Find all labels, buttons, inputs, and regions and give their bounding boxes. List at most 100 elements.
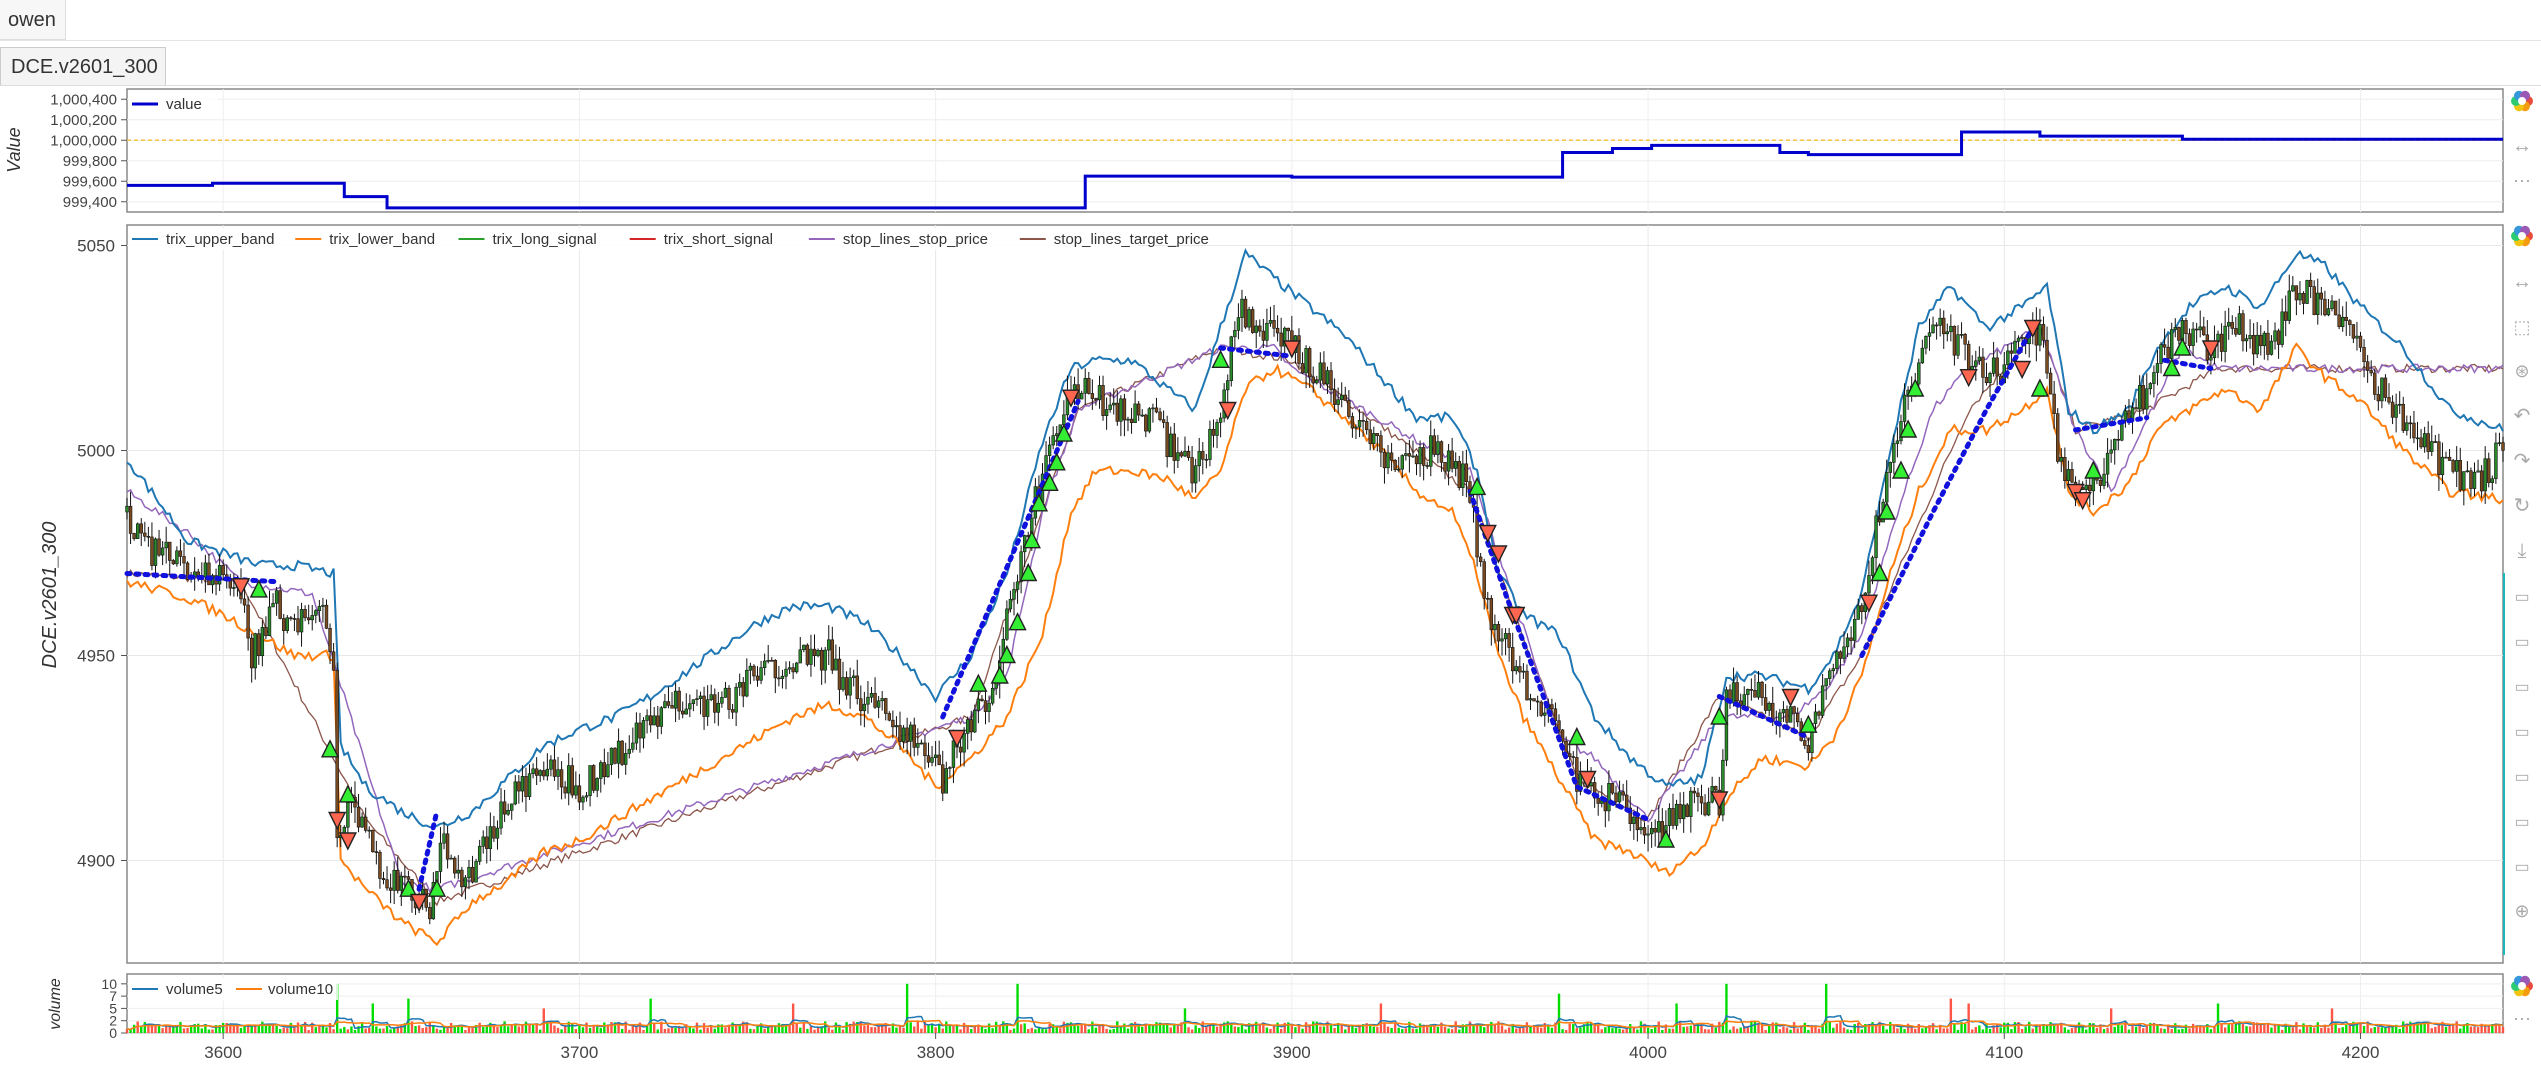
volume-bar: [2462, 1024, 2466, 1033]
candle-body: [1681, 804, 1686, 820]
volume-bar: [1454, 1021, 1457, 1033]
volume-bar: [1564, 1029, 1568, 1033]
candle-body: [392, 869, 396, 891]
candle-body: [1657, 821, 1661, 833]
volume-bar: [596, 1027, 599, 1033]
hover-icon[interactable]: ▭: [2514, 859, 2529, 876]
volume-bar: [232, 1025, 236, 1033]
volume-bar: [428, 1022, 431, 1033]
volume-bar: [759, 1023, 763, 1033]
volume-bar: [2256, 1022, 2259, 1033]
volume-bar: [1443, 1026, 1447, 1033]
candle-body: [698, 695, 703, 699]
volume-bar: [1629, 1023, 1632, 1033]
candle-body: [930, 757, 934, 763]
short-signal-marker: [2073, 492, 2092, 511]
more-icon[interactable]: ⋯: [2513, 1009, 2531, 1029]
candle-body: [716, 702, 721, 713]
candle-body: [2113, 438, 2117, 451]
candle-body: [1361, 420, 1365, 422]
volume-bar: [521, 1024, 524, 1033]
volume-bar: [2295, 1022, 2298, 1033]
volume-bar: [2031, 1028, 2034, 1033]
volume-bar: [1479, 1025, 1482, 1033]
volume-bar: [1515, 1028, 1518, 1033]
candle-body: [2063, 457, 2067, 481]
volume-bar: [1458, 1029, 1461, 1033]
volume-bar: [1735, 1028, 1739, 1033]
volume-bar: [681, 1028, 684, 1033]
volume-bar: [2106, 1027, 2109, 1033]
candle-body: [641, 720, 646, 739]
user-tab[interactable]: owen: [0, 0, 66, 40]
hover-icon[interactable]: ▭: [2514, 679, 2529, 696]
save-icon[interactable]: ⤓: [2518, 540, 2527, 562]
candle-body: [1325, 370, 1330, 385]
volume-bar: [1344, 1029, 1347, 1033]
volume-bar: [549, 1022, 553, 1033]
candle-body: [527, 773, 532, 797]
volume-bar: [197, 1023, 200, 1033]
volume-bar: [816, 1027, 820, 1033]
reset-icon[interactable]: ↻: [2514, 495, 2531, 517]
candle-body: [2430, 441, 2434, 452]
volume-bar: [2045, 1025, 2049, 1033]
volume-bar: [1842, 1027, 1846, 1033]
volume10-legend-label: volume10: [268, 981, 333, 998]
volume-bar: [2206, 1024, 2209, 1033]
volume-bar: [991, 1028, 994, 1033]
hover-icon[interactable]: ▭: [2514, 589, 2529, 606]
bokeh-logo-icon[interactable]: [2511, 975, 2533, 997]
volume-bar: [1582, 1024, 1586, 1033]
volume-bar: [524, 1021, 528, 1033]
redo-icon[interactable]: ↷: [2514, 450, 2531, 472]
crosshair-icon[interactable]: ⊕: [2514, 901, 2529, 921]
candle-body: [1514, 666, 1518, 672]
candle-body: [1272, 320, 1276, 329]
volume-bar: [2127, 1029, 2131, 1033]
volume-bar: [2060, 1022, 2063, 1033]
candle-body: [132, 533, 136, 539]
wheel-zoom-icon[interactable]: ⊛: [2514, 361, 2529, 381]
candle-body: [1571, 756, 1575, 758]
volume-bar: [264, 1024, 268, 1033]
candle-body: [1311, 376, 1315, 384]
box-zoom-icon[interactable]: ⬚: [2513, 317, 2530, 337]
pan-icon[interactable]: ↔: [2512, 271, 2532, 293]
candle-body: [139, 523, 143, 534]
long-signal-marker: [2084, 460, 2103, 479]
candle-body: [730, 709, 735, 713]
hover-icon[interactable]: ▭: [2514, 724, 2529, 741]
hover-icon[interactable]: ▭: [2514, 814, 2529, 831]
volume-bar: [1686, 1026, 1689, 1033]
candle-body: [2469, 470, 2473, 489]
volume-bar: [1112, 1028, 1115, 1033]
hover-icon[interactable]: ▭: [2514, 634, 2529, 651]
volume-bar: [2028, 1021, 2031, 1033]
candle-body: [2045, 339, 2049, 374]
volume-bar: [314, 1027, 317, 1033]
more-icon[interactable]: ⋯: [2513, 171, 2531, 191]
pan-icon[interactable]: ↔: [2512, 135, 2532, 157]
symbol-tab[interactable]: DCE.v2601_300: [0, 47, 166, 85]
volume-bar: [567, 1021, 570, 1033]
volume-bar: [2013, 1022, 2017, 1033]
volume-bar: [2391, 1026, 2394, 1033]
candle-body: [741, 682, 745, 697]
volume-bar: [934, 1027, 937, 1033]
candle-body: [2056, 413, 2060, 462]
bokeh-logo-icon[interactable]: [2511, 225, 2533, 247]
candle-body: [606, 764, 610, 778]
undo-icon[interactable]: ↶: [2514, 405, 2531, 427]
candle-body: [534, 768, 539, 776]
volume-bar: [378, 1028, 382, 1033]
volume-bar: [1650, 1029, 1653, 1033]
candle-body: [962, 733, 966, 753]
candle-body: [157, 538, 161, 556]
volume-bar: [1422, 1024, 1425, 1033]
bokeh-logo-icon[interactable]: [2511, 90, 2533, 112]
volume-bar: [823, 1021, 827, 1033]
hover-icon[interactable]: ▭: [2514, 769, 2529, 786]
volume-bar: [1258, 1023, 1261, 1033]
